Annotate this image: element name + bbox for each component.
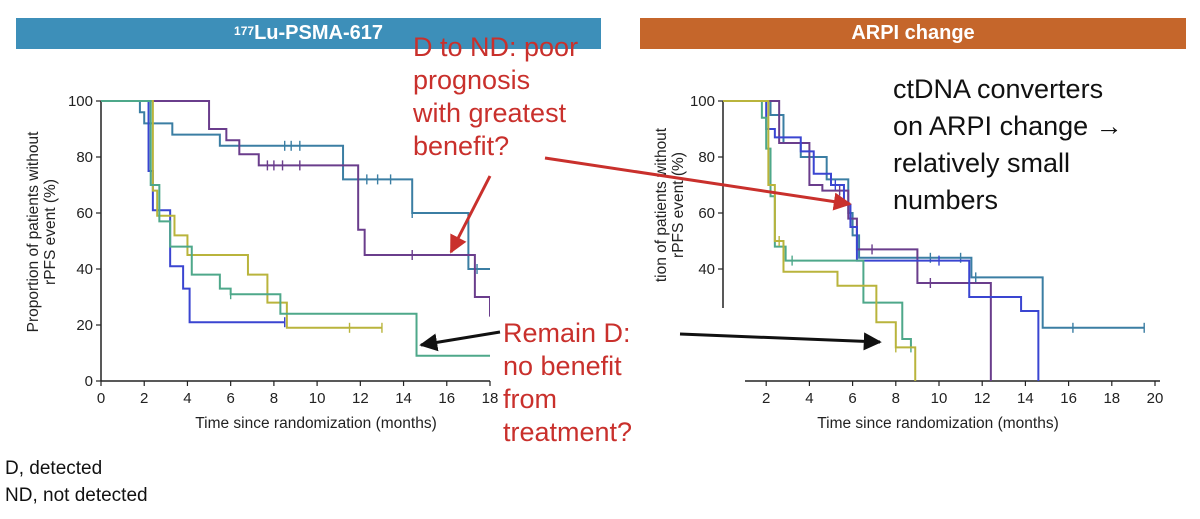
x-tick-label: 4: [805, 390, 813, 407]
x-tick-label: 12: [352, 390, 369, 407]
x-tick-label: 10: [309, 390, 326, 407]
footnote-not-detected: ND, not detected: [5, 485, 148, 506]
y-tick-label: 40: [76, 261, 93, 278]
y-tick-label: 20: [76, 317, 93, 334]
isotope-superscript: 177: [234, 23, 255, 38]
km-curve-2: [723, 100, 992, 381]
y-axis-label-line2: rPFS event (%): [670, 152, 687, 258]
km-chart-1: 0 2 4 6 8 10 12 14 16 18 0 20 40 60 80 100 Time since ra…: [25, 93, 499, 432]
banner-left-label: Lu-PSMA-617: [254, 22, 383, 44]
y-tick-label: 80: [76, 149, 93, 166]
panel-banner-arpi: ARPI change: [640, 18, 1186, 49]
x-tick-label: 12: [974, 390, 991, 407]
x-tick-label: 6: [226, 390, 234, 407]
km-curve-5: [723, 100, 917, 381]
x-tick-label: 14: [395, 390, 412, 407]
arrow-remain-left: [419, 330, 501, 352]
x-axis-label: Time since randomization (months): [817, 415, 1058, 432]
x-tick-label: 2: [140, 390, 148, 407]
x-tick-label: 10: [931, 390, 948, 407]
arrow-remain-right: [679, 332, 882, 351]
x-tick-label: 18: [482, 390, 499, 407]
x-tick-label: 16: [1060, 390, 1077, 407]
y-axis-label-line1: Proportion of patients without: [25, 131, 42, 332]
km-curve-5: [101, 100, 490, 357]
y-tick-label: 60: [698, 205, 715, 222]
arrow-to-left-curve: [449, 175, 492, 254]
x-tick-label: 20: [1147, 390, 1164, 407]
panel-banner-lu-psma: 177 Lu-PSMA-617: [16, 18, 601, 49]
y-tick-label: 60: [76, 205, 93, 222]
x-axis-label: Time since randomization (months): [195, 415, 436, 432]
km-curve-3: [101, 100, 285, 324]
km-chart-2: 2 4 6 8 10 12 14 16 18 20 40 60 80 100 Time since rand…: [653, 93, 1163, 432]
annotation-remain-d: Remain D: no benefit from treatment?: [503, 318, 633, 447]
arrow-to-right-curve: [544, 156, 852, 211]
y-axis-label-line1: tion of patients without: [653, 127, 670, 282]
y-tick-label: 40: [698, 261, 715, 278]
y-axis-label: Proportion of patients withoutrPFS event…: [25, 131, 59, 332]
y-tick-label: 100: [690, 93, 715, 110]
x-tick-label: 14: [1017, 390, 1034, 407]
banner-right-label: ARPI change: [851, 22, 975, 44]
y-tick-label: 0: [85, 373, 93, 390]
annotation-ctdna-converters: ctDNA converters on ARPI change → relati…: [893, 74, 1123, 215]
km-curve-4: [723, 100, 912, 348]
x-tick-label: 8: [270, 390, 278, 407]
x-tick-label: 18: [1103, 390, 1120, 407]
km-curve-1: [101, 100, 490, 270]
km-curve-3: [723, 100, 1040, 381]
km-curve-2: [101, 100, 490, 317]
x-tick-label: 4: [183, 390, 191, 407]
y-axis-label-line2: rPFS event (%): [42, 179, 59, 285]
x-tick-label: 2: [762, 390, 770, 407]
y-tick-label: 80: [698, 149, 715, 166]
x-tick-label: 8: [892, 390, 900, 407]
x-tick-label: 6: [848, 390, 856, 407]
km-curve-4: [101, 100, 382, 329]
annotation-d-to-nd: D to ND: poor prognosis with greatest be…: [413, 32, 579, 161]
x-tick-label: 0: [97, 390, 105, 407]
y-tick-label: 100: [68, 93, 93, 110]
x-tick-label: 16: [438, 390, 455, 407]
footnote-detected: D, detected: [5, 458, 103, 479]
